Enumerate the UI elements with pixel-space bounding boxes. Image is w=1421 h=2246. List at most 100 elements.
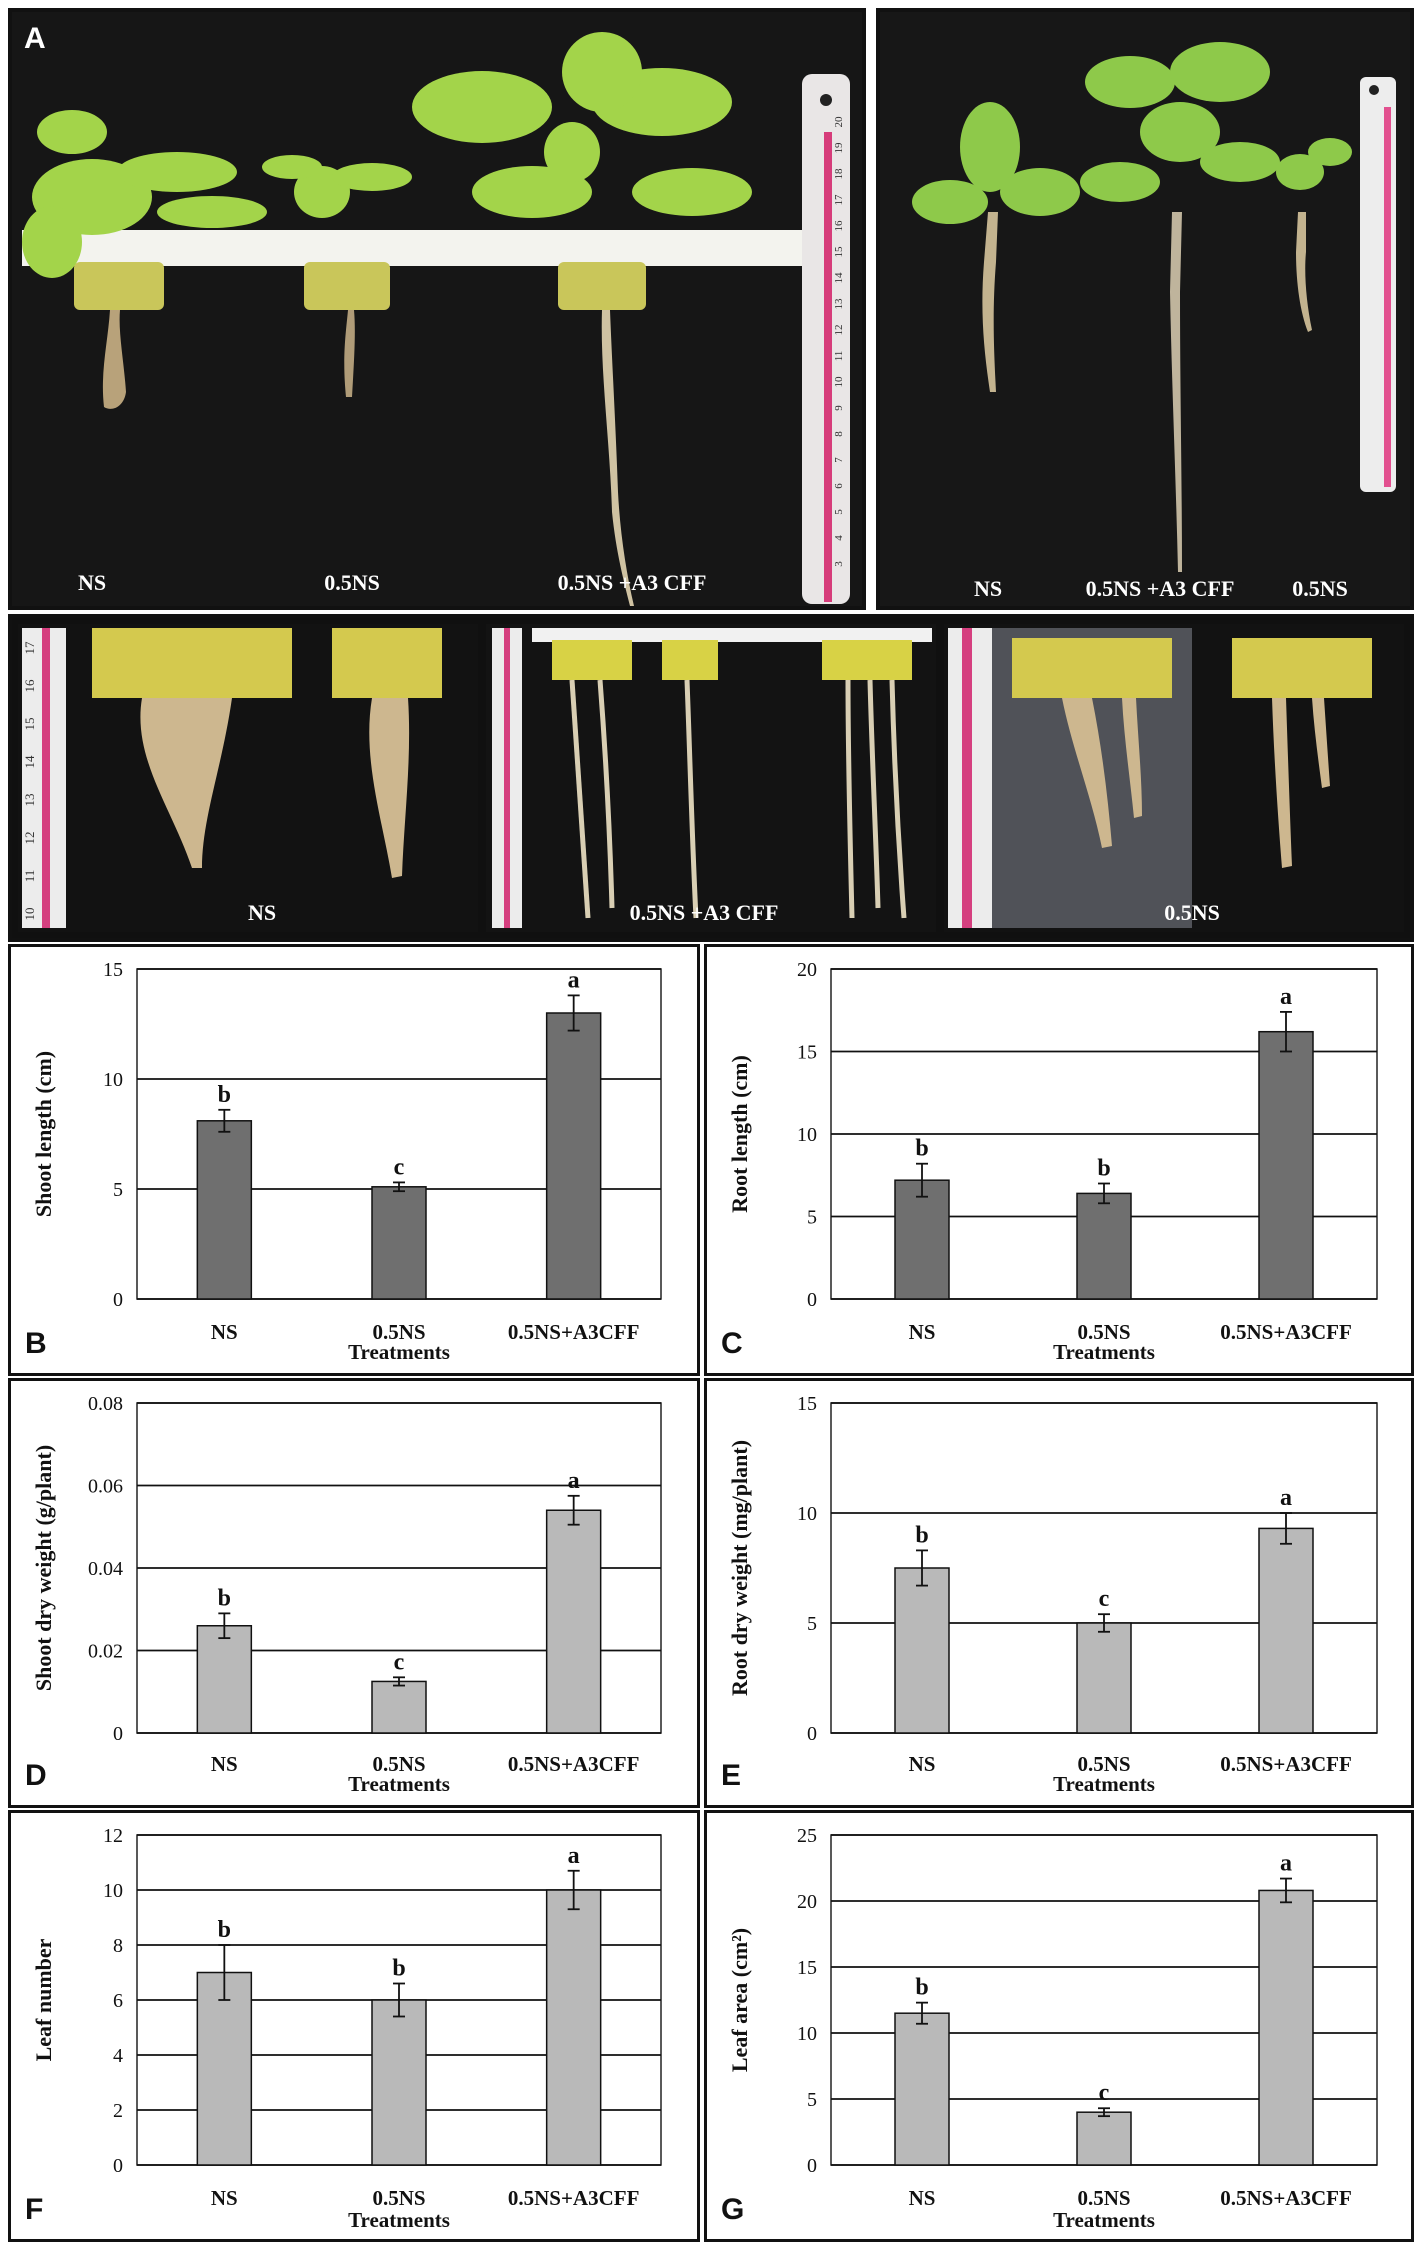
y-axis-label: Shoot length (cm) — [31, 1051, 56, 1217]
ruler-tick-label: 5 — [833, 509, 845, 515]
x-category-label: 0.5NS+A3CFF — [508, 1320, 640, 1344]
ruler-tick-label: 16 — [22, 679, 37, 693]
significance-letter: a — [1280, 984, 1292, 1010]
significance-letter: c — [1099, 2080, 1110, 2106]
ruler-tick-label: 6 — [833, 483, 845, 489]
x-category-label: 0.5NS — [1077, 1320, 1130, 1344]
bar-2 — [371, 1680, 427, 1734]
y-tick-label: 5 — [807, 1613, 817, 1635]
x-category-label: 0.5NS — [372, 2186, 425, 2210]
significance-letter: a — [568, 967, 580, 993]
y-tick-label: 0.04 — [88, 1558, 123, 1580]
photo-label: NS — [78, 570, 106, 595]
significance-letter: b — [218, 1917, 231, 1943]
root — [102, 310, 126, 409]
photo-uprooted-plants: NS 0.5NS +A3 CFF 0.5NS — [876, 8, 1414, 610]
ruler-tick-label: 20 — [833, 116, 845, 128]
y-tick-label: 0 — [113, 1289, 123, 1311]
significance-letter: b — [915, 1136, 928, 1162]
ruler-tick-label: 3 — [833, 561, 845, 567]
root — [1170, 212, 1182, 572]
panel-letter-e: E — [721, 1759, 742, 1792]
root — [1296, 212, 1312, 332]
y-tick-label: 6 — [113, 1990, 123, 2012]
y-tick-label: 15 — [797, 1042, 817, 1064]
photo-label: 0.5NS — [1292, 576, 1348, 601]
y-tick-label: 5 — [807, 1207, 817, 1229]
significance-letter: a — [568, 1468, 580, 1494]
ruler-tick-label: 4 — [833, 535, 845, 541]
ruler-tick-label: 11 — [22, 870, 37, 883]
bar-3 — [545, 1012, 602, 1300]
x-axis-label: Treatments — [1053, 2208, 1155, 2232]
significance-letter: b — [915, 1975, 928, 2001]
sponge — [304, 262, 390, 310]
photo-label: 0.5NS — [1164, 900, 1220, 925]
y-tick-label: 12 — [103, 1825, 123, 1847]
x-category-label: 0.5NS — [1077, 1752, 1130, 1776]
y-tick-label: 0 — [807, 1723, 817, 1745]
y-tick-label: 5 — [113, 1179, 123, 1201]
significance-letter: b — [392, 1956, 405, 1982]
bar-3 — [1258, 1030, 1314, 1300]
ruler-tick-label: 12 — [833, 325, 845, 336]
ruler-tick-label: 19 — [833, 142, 845, 154]
significance-letter: a — [1280, 1485, 1292, 1511]
x-category-label: NS — [909, 2186, 936, 2210]
photo-label: 0.5NS — [324, 570, 380, 595]
x-axis-label: Treatments — [348, 2208, 450, 2232]
panel-g: 0 5 10 15 20 25 Leaf area (cm²) b NS c 0.5NS a 0.5NS… — [704, 1810, 1414, 2242]
photo-label: NS — [248, 900, 276, 925]
ruler-tick-label: 16 — [833, 220, 845, 232]
significance-letter: c — [1099, 1586, 1110, 1612]
root — [982, 212, 998, 392]
bar-3 — [545, 1889, 602, 2166]
photo-label: NS — [974, 576, 1002, 601]
x-category-label: 0.5NS — [1077, 2186, 1130, 2210]
ruler-tick-label: 10 — [22, 908, 37, 921]
y-axis-label: Leaf number — [31, 1938, 56, 2061]
bar-1 — [196, 1625, 253, 1734]
y-tick-label: 0.08 — [88, 1393, 123, 1415]
photo-roots-strip: 17 16 15 14 13 12 11 10 NS — [8, 614, 1414, 942]
photo-label: 0.5NS +A3 CFF — [1086, 576, 1235, 601]
y-tick-label: 20 — [797, 959, 817, 981]
y-axis-label: Shoot dry weight (g/plant) — [31, 1445, 56, 1691]
ruler-tick-label: 9 — [833, 405, 845, 411]
x-axis-label: Treatments — [348, 1340, 450, 1364]
y-tick-label: 10 — [103, 1880, 123, 1902]
y-axis-label: Leaf area (cm²) — [727, 1928, 752, 2072]
photo-label: 0.5NS +A3 CFF — [630, 900, 779, 925]
ruler-tick-label: 13 — [833, 298, 845, 310]
ruler-scale-strip — [1384, 107, 1391, 487]
panel-e: 0 5 10 15 Root dry weight (mg/plant) b NS c 0.5N… — [704, 1378, 1414, 1808]
ruler-tick-label: 8 — [833, 431, 845, 437]
x-category-label: NS — [211, 1752, 238, 1776]
ruler-tick-labels: 20 19 18 17 16 15 14 13 12 11 10 9 8 7 6 5 4 3 — [833, 116, 845, 567]
y-tick-label: 5 — [807, 2089, 817, 2111]
photo-roots-strip-scene: 17 16 15 14 13 12 11 10 NS — [12, 618, 1410, 938]
plant-leaves — [912, 42, 1352, 224]
y-tick-label: 2 — [113, 2100, 123, 2122]
panel-d: 0 0.02 0.04 0.06 0.08 Shoot dry weight (g/pla… — [8, 1378, 700, 1808]
x-category-label: 0.5NS+A3CFF — [508, 2186, 640, 2210]
y-tick-label: 0.06 — [88, 1476, 123, 1498]
significance-letter: a — [568, 1843, 580, 1869]
panel-f: 0 2 4 6 8 10 12 Leaf number b NS b 0.5NS a 0.5NS+A3CF… — [8, 1810, 700, 2242]
ruler-tick-label: 18 — [833, 168, 845, 180]
ruler-tick-label: 10 — [833, 376, 845, 388]
bar-1 — [894, 1567, 950, 1734]
y-tick-label: 15 — [797, 1957, 817, 1979]
bar-2 — [1076, 2111, 1132, 2166]
y-tick-label: 0 — [113, 1723, 123, 1745]
y-tick-label: 20 — [797, 1891, 817, 1913]
x-category-label: 0.5NS+A3CFF — [1220, 1320, 1352, 1344]
y-axis-label: Root length (cm) — [727, 1055, 752, 1213]
x-category-label: 0.5NS+A3CFF — [1220, 2186, 1352, 2210]
bar-2 — [371, 1999, 427, 2166]
bar-1 — [894, 1179, 950, 1300]
x-axis-label: Treatments — [348, 1772, 450, 1796]
significance-letter: b — [915, 1522, 928, 1548]
x-category-label: 0.5NS — [372, 1752, 425, 1776]
